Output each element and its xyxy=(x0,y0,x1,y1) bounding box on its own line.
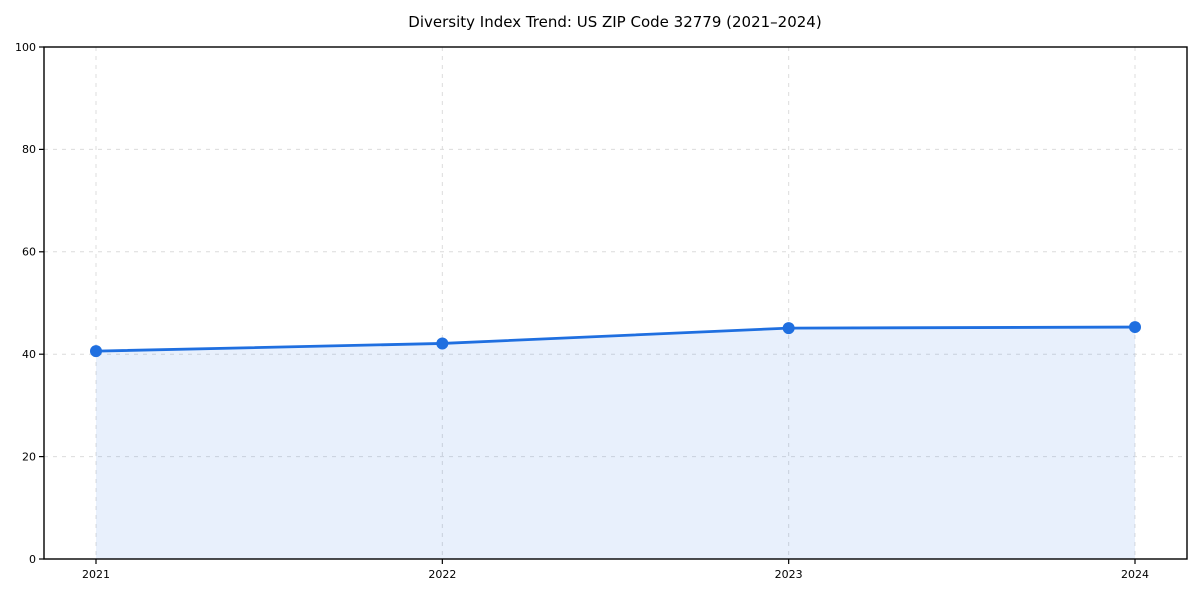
x-tick-label: 2024 xyxy=(1121,568,1149,581)
series-group xyxy=(90,321,1141,358)
y-tick-label: 100 xyxy=(15,41,36,54)
x-tick-label: 2022 xyxy=(428,568,456,581)
tick-group: 0 20 40 60 80 100 2021 2022 2023 2024 xyxy=(15,41,1149,581)
chart-title: Diversity Index Trend: US ZIP Code 32779… xyxy=(408,13,822,31)
y-tick-label: 40 xyxy=(22,348,36,361)
y-tick-label: 20 xyxy=(22,450,36,463)
data-point-marker xyxy=(1129,321,1141,334)
data-point-marker xyxy=(90,345,102,358)
x-tick-label: 2023 xyxy=(775,568,803,581)
x-tick-label: 2021 xyxy=(82,568,110,581)
plot-spines xyxy=(43,46,1188,560)
area-fill-group xyxy=(96,327,1135,559)
axes-group xyxy=(43,46,1188,560)
y-tick-label: 60 xyxy=(22,246,36,259)
data-point-marker xyxy=(782,322,795,335)
area-fill xyxy=(96,327,1135,559)
trend-line xyxy=(94,325,1137,353)
data-point-marker xyxy=(436,337,449,350)
y-tick-label: 0 xyxy=(29,553,36,566)
y-tick-label: 80 xyxy=(22,143,36,156)
